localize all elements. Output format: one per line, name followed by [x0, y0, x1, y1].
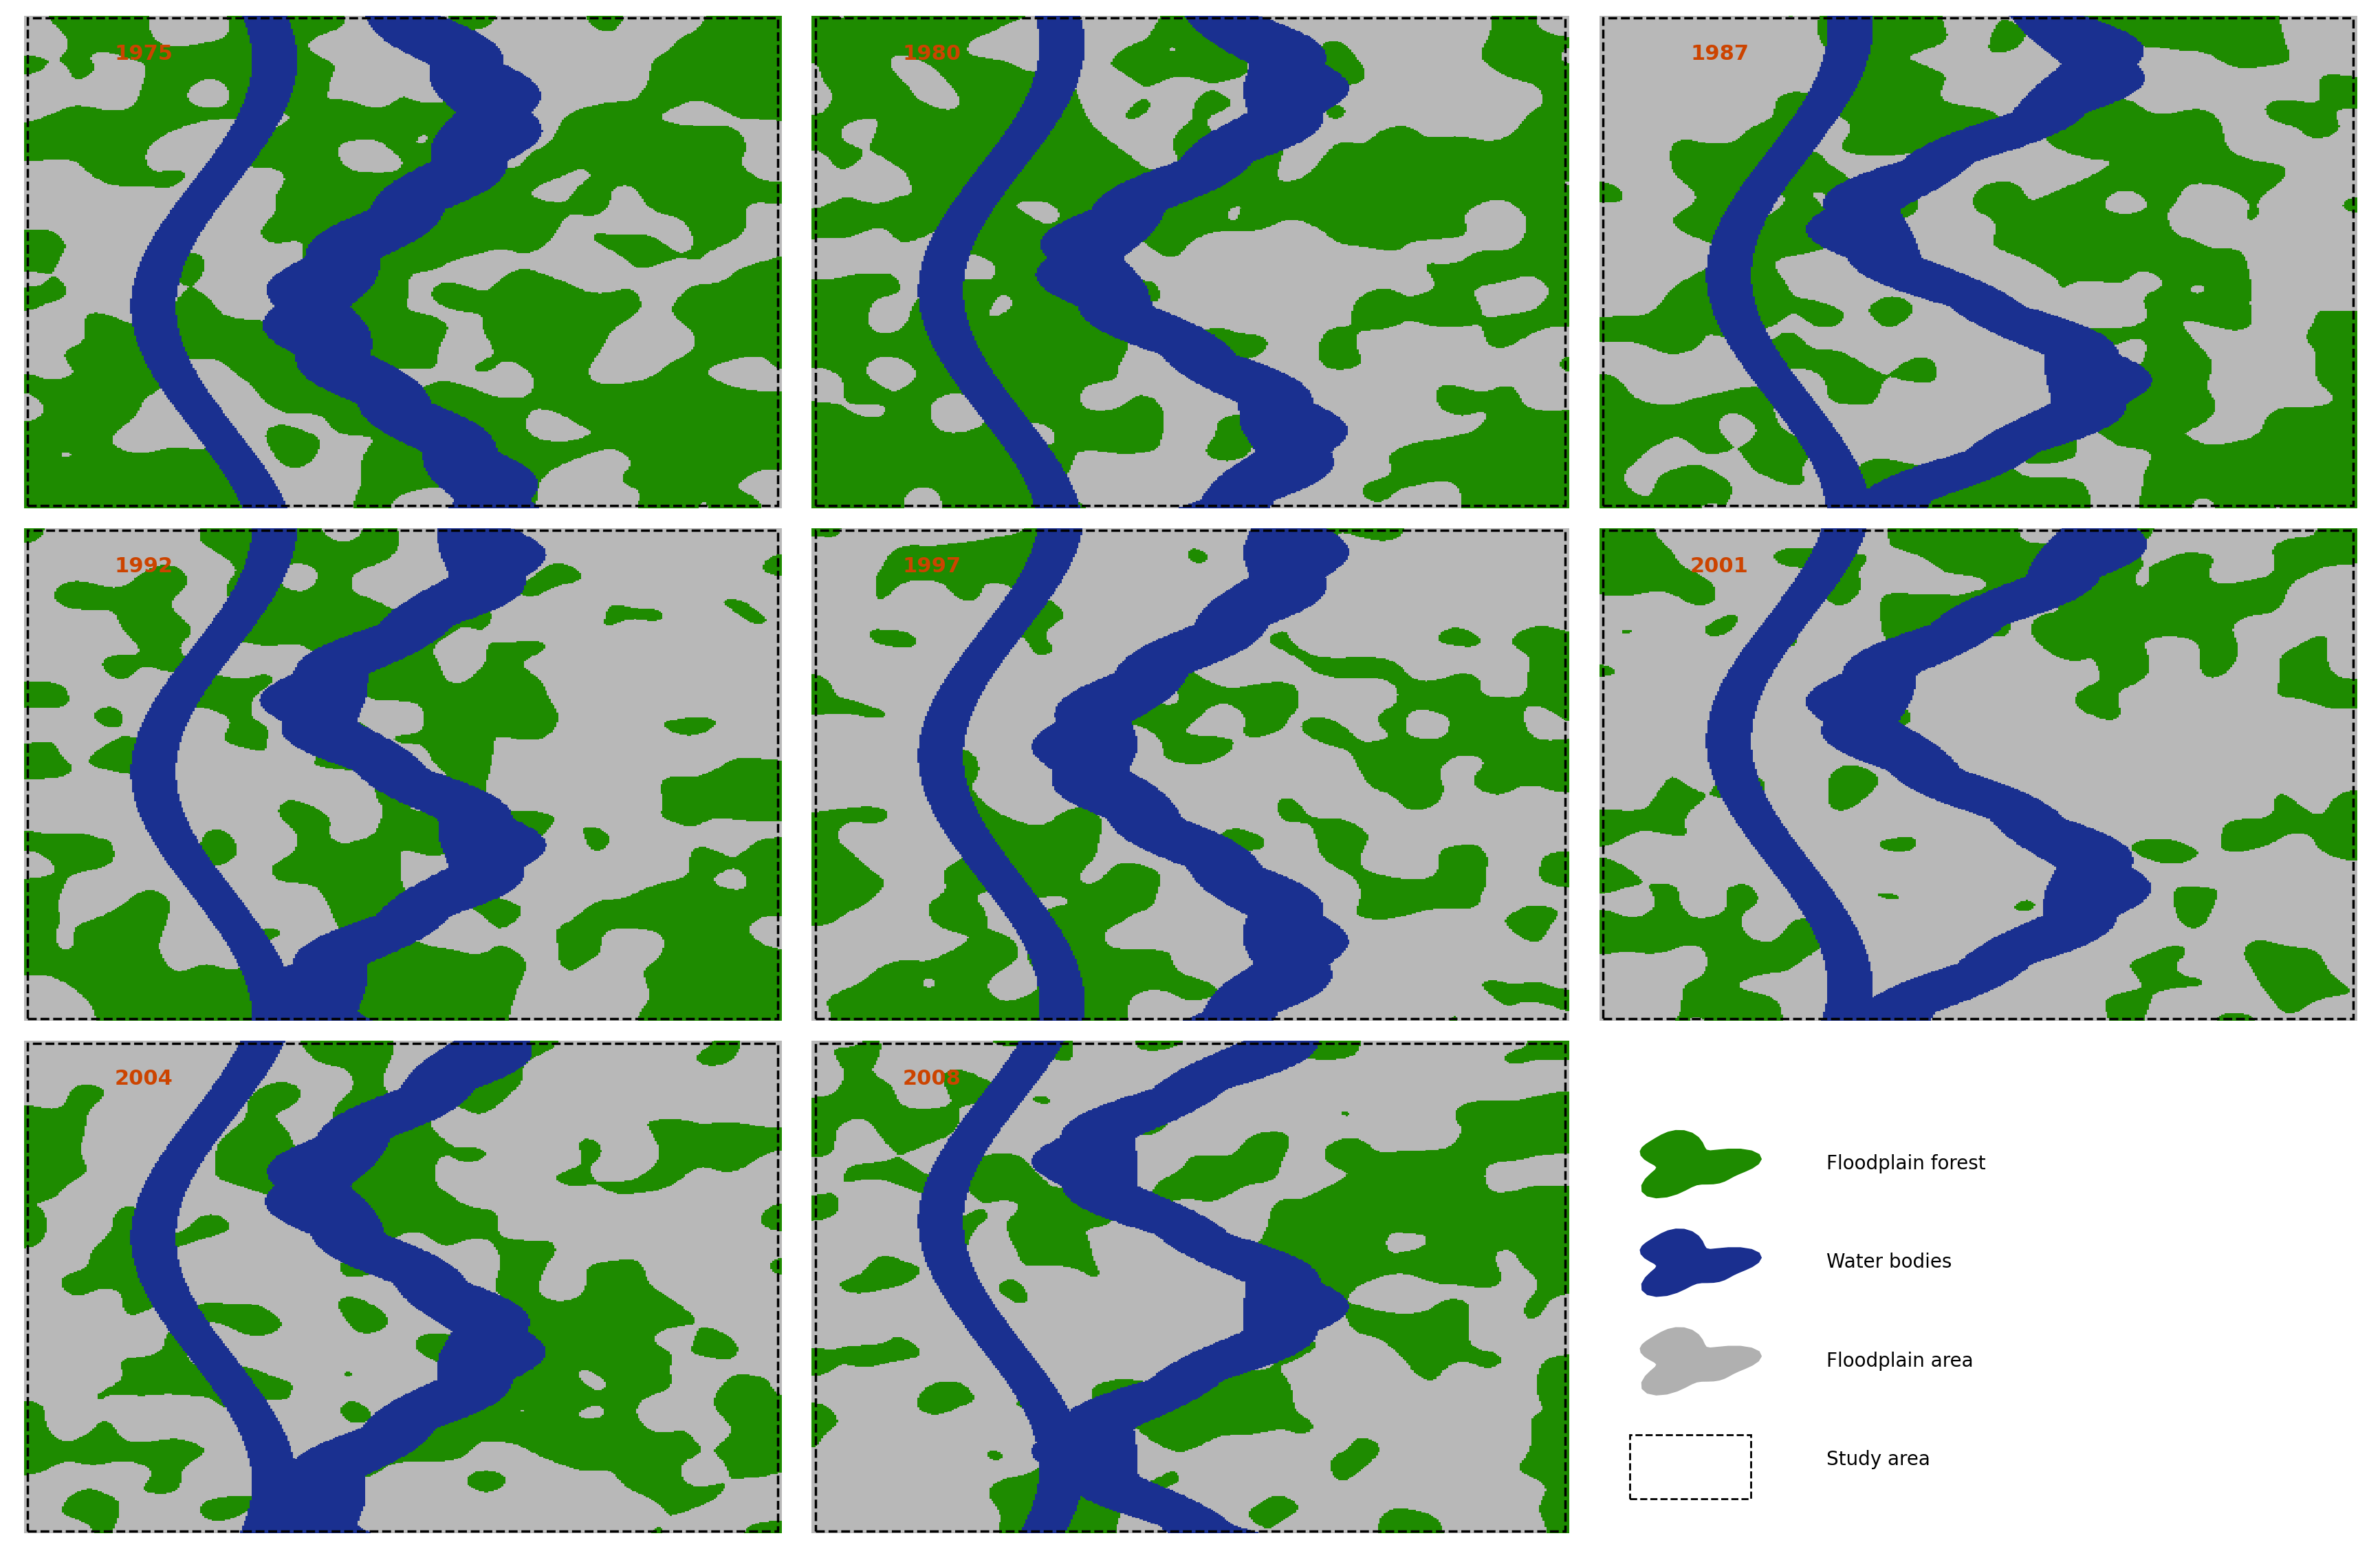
- Bar: [1630, 1434, 1749, 1499]
- Text: Water bodies: Water bodies: [1825, 1253, 1952, 1272]
- Text: 2004: 2004: [114, 1069, 174, 1089]
- Text: 2008: 2008: [902, 1069, 962, 1089]
- Text: 1987: 1987: [1690, 43, 1749, 64]
- Polygon shape: [1640, 1327, 1761, 1396]
- Polygon shape: [1640, 1228, 1761, 1297]
- Text: 1975: 1975: [114, 43, 174, 64]
- Text: Study area: Study area: [1825, 1450, 1930, 1468]
- Text: 1980: 1980: [902, 43, 962, 64]
- Text: Floodplain forest: Floodplain forest: [1825, 1154, 1985, 1174]
- Text: 2001: 2001: [1690, 556, 1749, 576]
- Text: Floodplain area: Floodplain area: [1825, 1351, 1973, 1371]
- Polygon shape: [1640, 1131, 1761, 1197]
- Text: 1992: 1992: [114, 556, 174, 576]
- Text: 1997: 1997: [902, 556, 962, 576]
